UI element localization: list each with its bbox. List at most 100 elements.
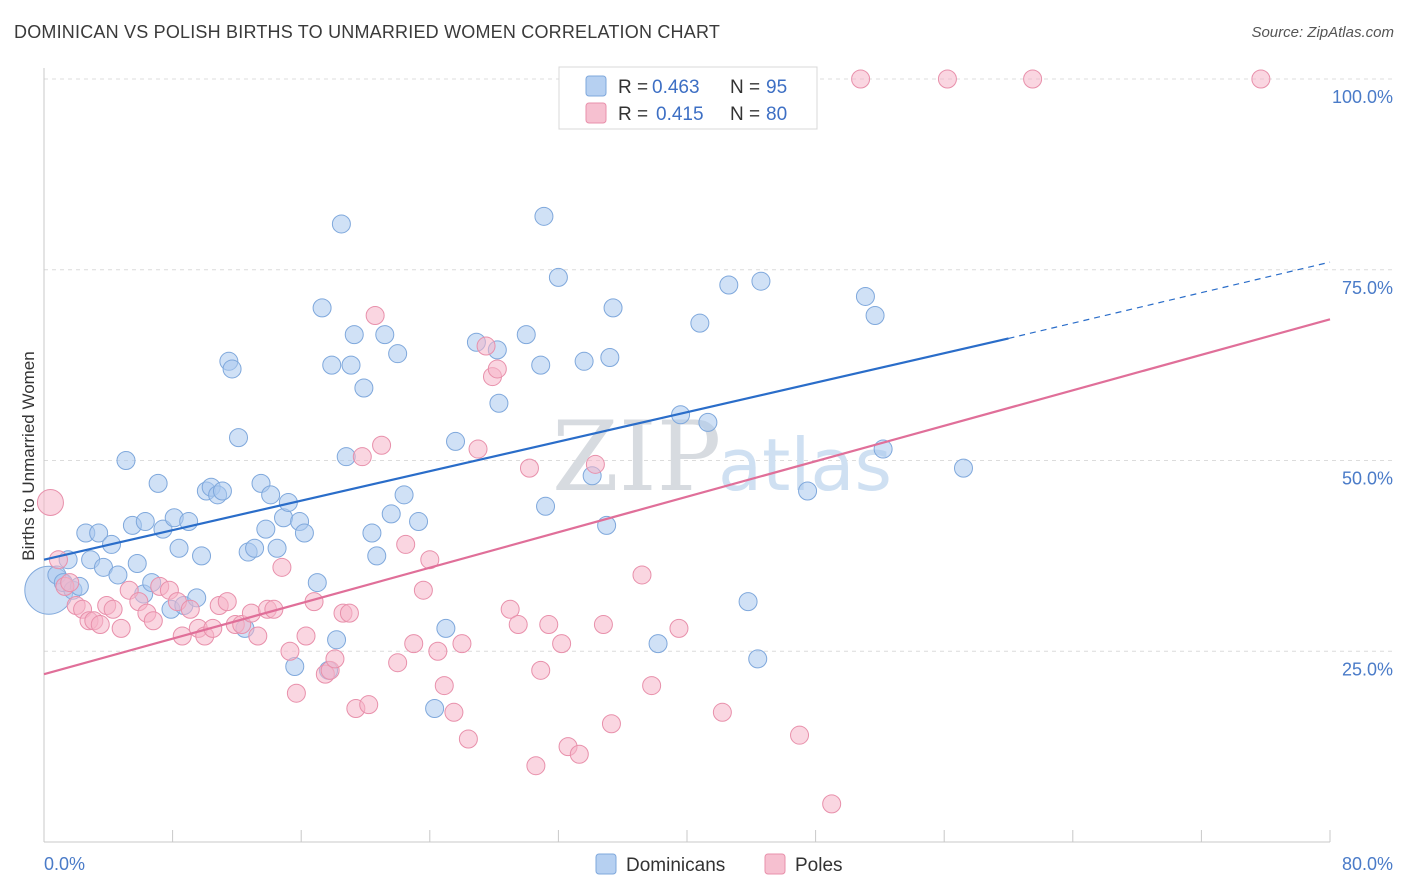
point-poles (632, 565, 652, 585)
point-poles (519, 458, 539, 478)
bottom-legend-swatch-dominicans (595, 853, 617, 875)
point-poles (500, 599, 520, 619)
point-dominicans (534, 206, 554, 226)
legend-r-label: R = (618, 104, 648, 125)
point-dominicans (322, 355, 342, 375)
y-tick-label: 75.0% (1342, 278, 1393, 298)
point-dominicans (245, 538, 265, 558)
legend-n-value: 80 (766, 104, 787, 125)
point-poles (452, 634, 472, 654)
point-poles (286, 683, 306, 703)
point-poles (280, 641, 300, 661)
point-dominicans (600, 347, 620, 367)
watermark-zip: ZIP (552, 401, 721, 513)
point-poles (111, 618, 131, 638)
point-dominicans (362, 523, 382, 543)
point-poles (428, 641, 448, 661)
point-dominicans (751, 271, 771, 291)
trend-line-dominicans (43, 337, 1009, 561)
point-poles (272, 557, 292, 577)
point-poles (642, 676, 662, 696)
point-dominicans (307, 573, 327, 593)
point-poles (851, 69, 871, 89)
point-dominicans (394, 485, 414, 505)
point-dominicans (446, 431, 466, 451)
point-dominicans (336, 447, 356, 467)
point-poles (359, 695, 379, 715)
point-dominicans (261, 485, 281, 505)
legend-n-label: N = (730, 77, 760, 98)
point-dominicans (574, 351, 594, 371)
point-dominicans (798, 481, 818, 501)
legend-n-value: 95 (766, 77, 787, 98)
point-dominicans (388, 344, 408, 364)
chart-title: DOMINICAN VS POLISH BIRTHS TO UNMARRIED … (14, 22, 721, 42)
point-dominicans (256, 519, 276, 539)
point-poles (90, 615, 110, 635)
trend-line-poles (43, 318, 1331, 676)
axes (43, 68, 1331, 843)
point-poles (539, 615, 559, 635)
point-dominicans (135, 512, 155, 532)
point-dominicans (738, 592, 758, 612)
point-poles (593, 615, 613, 635)
point-dominicans (953, 458, 973, 478)
y-tick-label: 100.0% (1332, 87, 1393, 107)
point-dominicans (327, 630, 347, 650)
point-dominicans (516, 325, 536, 345)
trend-line-extension-dominicans (1008, 261, 1331, 340)
point-poles (352, 447, 372, 467)
point-poles (822, 794, 842, 814)
point-dominicans (536, 496, 556, 516)
point-poles (372, 435, 392, 455)
point-poles (325, 649, 345, 669)
point-dominicans (548, 267, 568, 287)
point-dominicans (648, 634, 668, 654)
point-dominicans (409, 512, 429, 532)
point-poles (790, 725, 810, 745)
point-dominicans (603, 298, 623, 318)
point-dominicans (690, 313, 710, 333)
y-tick-label: 50.0% (1342, 469, 1393, 489)
legend-swatch-poles (585, 102, 607, 124)
y-axis-title: Births to Unmarried Women (19, 351, 38, 560)
point-poles (601, 714, 621, 734)
point-poles (1023, 69, 1043, 89)
legend-swatch-dominicans (585, 75, 607, 97)
point-dominicans (294, 523, 314, 543)
gridlines (44, 78, 1396, 652)
point-dominicans (354, 378, 374, 398)
legend: R = 0.463 N = 95 R = 0.415 N = 80 (558, 66, 818, 130)
bottom-legend-label-poles: Poles (795, 855, 843, 876)
point-dominicans (108, 565, 128, 585)
point-dominicans (222, 359, 242, 379)
point-dominicans (367, 546, 387, 566)
point-poles (669, 618, 689, 638)
point-dominicans (719, 275, 739, 295)
point-dominicans (148, 473, 168, 493)
point-dominicans (748, 649, 768, 669)
series-dominicans-points (24, 69, 973, 718)
trend-lines (43, 261, 1331, 676)
point-dominicans (169, 538, 189, 558)
x-tick-label: 0.0% (44, 854, 85, 874)
point-poles (937, 69, 957, 89)
point-dominicans (116, 451, 136, 470)
source-credit: Source: ZipAtlas.com (1251, 24, 1394, 41)
bottom-legend: Dominicans Poles (595, 853, 843, 876)
point-poles (48, 550, 68, 570)
x-tick-label: 80.0% (1342, 854, 1393, 874)
legend-r-label: R = (618, 77, 648, 98)
point-poles (508, 615, 528, 635)
bottom-legend-label-dominicans: Dominicans (626, 855, 725, 876)
legend-n-label: N = (730, 104, 760, 125)
point-dominicans (436, 618, 456, 638)
point-dominicans (192, 546, 212, 566)
point-poles (585, 454, 605, 474)
point-poles (712, 702, 732, 722)
y-tick-label: 25.0% (1342, 659, 1393, 679)
point-poles (365, 306, 385, 326)
y-tick-labels: 25.0% 50.0% 75.0% 100.0% (1332, 87, 1393, 679)
point-poles (60, 573, 80, 593)
point-poles (103, 599, 123, 619)
